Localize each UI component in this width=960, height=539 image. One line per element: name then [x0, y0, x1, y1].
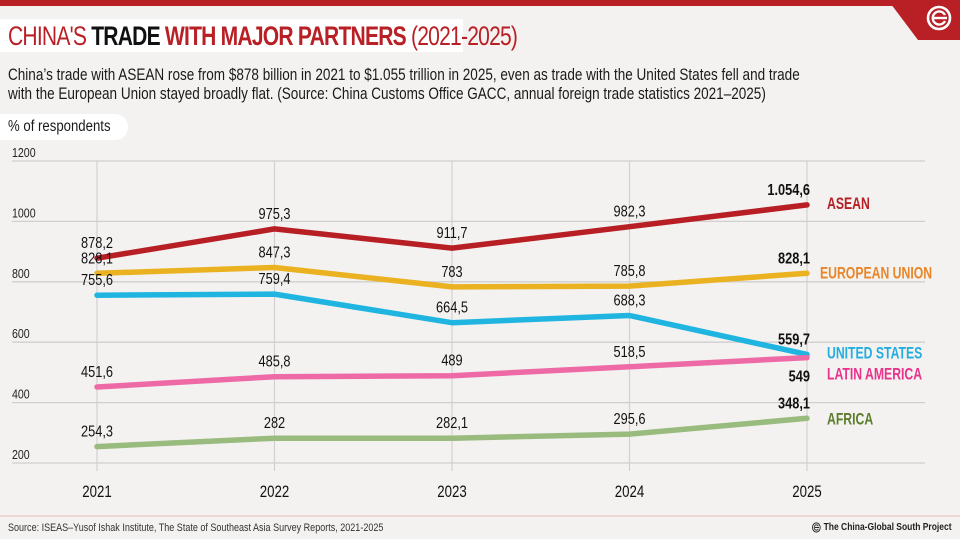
y-tick-labels: 200 400 600 800 1000 1200 [12, 146, 36, 462]
data-label: 982,3 [614, 203, 646, 221]
footer-source: Source: ISEAS–Yusof Ishak Institute, The… [8, 522, 384, 534]
data-label: 295,6 [614, 411, 646, 429]
series-lines [94, 202, 810, 450]
footer-divider [0, 515, 960, 517]
legend-label-united-states: UNITED STATES [827, 345, 922, 363]
data-label: 549 [789, 368, 810, 386]
series-line-africa [94, 415, 810, 450]
data-label: 1.054,6 [767, 182, 810, 200]
title-part-4: (2021-2025) [411, 21, 518, 51]
data-label: 975,3 [259, 206, 291, 224]
data-label: 828,1 [81, 250, 113, 268]
data-label: 688,3 [614, 292, 646, 310]
chart-subtitle: China’s trade with ASEAN rose from $878 … [8, 66, 959, 104]
data-label: 451,6 [81, 364, 113, 382]
data-label: 759,4 [259, 271, 291, 289]
title-part-3: WITH MAJOR PARTNERS [164, 21, 412, 51]
data-label: 282,1 [436, 415, 468, 433]
data-label: 254,3 [81, 423, 113, 441]
series-line-european-union [94, 264, 810, 290]
y-tick-label: 600 [12, 327, 30, 341]
series-line-asean [94, 202, 810, 261]
china-global-south-logo-icon [926, 5, 952, 31]
legend-label-european-union: EUROPEAN UNION [820, 265, 932, 283]
series-legend: ASEAN EUROPEAN UNION UNITED STATES LATIN AM… [820, 195, 932, 429]
chart-title: CHINA'S TRADE WITH MAJOR PARTNERS (2021-… [8, 21, 518, 51]
brand-name: The China-Global South Project [824, 522, 952, 533]
x-tick-label: 2022 [260, 483, 289, 502]
unit-label-background [0, 114, 128, 140]
title-part-2: TRADE [91, 21, 165, 51]
footer-brand: The China-Global South Project [812, 522, 952, 533]
y-tick-label: 400 [12, 388, 30, 402]
y-tick-label: 1200 [12, 146, 36, 160]
y-tick-label: 200 [12, 448, 30, 462]
data-label: 485,8 [259, 353, 291, 371]
series-line-united-states [94, 291, 810, 358]
y-axis-unit-label: % of respondents [8, 118, 111, 135]
legend-label-latin-america: LATIN AMERICA [827, 366, 922, 384]
data-label: 828,1 [778, 250, 810, 268]
data-label: 847,3 [259, 244, 291, 262]
data-label: 755,6 [81, 272, 113, 290]
data-label: 518,5 [614, 344, 646, 362]
subtitle-line-1: China’s trade with ASEAN rose from $878 … [8, 66, 800, 84]
title-part-1: CHINA'S [8, 21, 92, 51]
data-labels: 878,2 975,3 911,7 982,3 1.054,6 828,1 847,3 783… [81, 182, 810, 441]
subtitle-line-2: with the European Union stayed broadly f… [8, 85, 766, 103]
brand-logo-icon [812, 522, 822, 533]
data-label: 911,7 [436, 225, 467, 243]
x-tick-labels: 2021 2022 2023 2024 2025 [82, 483, 821, 502]
y-tick-label: 800 [12, 267, 30, 281]
x-tick-label: 2021 [82, 483, 111, 502]
x-tick-label: 2024 [615, 483, 645, 502]
brand-logo-tab [888, 0, 960, 40]
y-tick-label: 1000 [12, 207, 36, 221]
data-label: 348,1 [778, 395, 810, 413]
data-label: 559,7 [778, 331, 810, 349]
legend-label-asean: ASEAN [827, 195, 870, 213]
x-tick-label: 2025 [792, 483, 821, 502]
data-label: 664,5 [436, 299, 468, 317]
series-line-latin-america [94, 354, 810, 390]
data-label: 783 [441, 264, 462, 282]
title-background [0, 19, 463, 52]
data-label: 878,2 [81, 235, 113, 253]
top-accent-bar [0, 0, 960, 6]
x-tick-label: 2023 [437, 483, 466, 502]
data-label: 489 [441, 352, 462, 370]
legend-label-africa: AFRICA [827, 411, 873, 429]
data-label: 785,8 [614, 263, 646, 281]
data-label: 282 [264, 415, 285, 433]
